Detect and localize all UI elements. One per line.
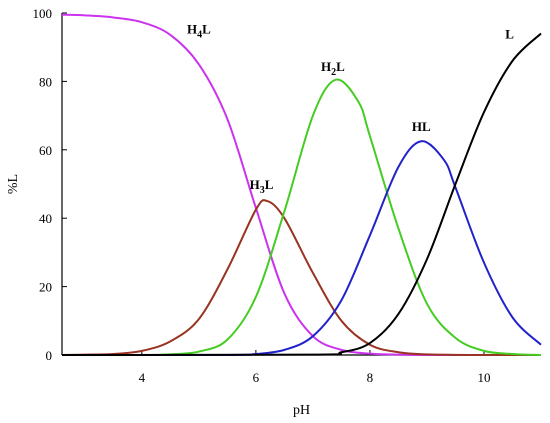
y-tick-label: 60: [39, 143, 52, 158]
x-tick-label: 4: [139, 370, 146, 385]
series-line-h2l: [62, 78, 542, 357]
x-axis-label: pH: [293, 403, 310, 418]
series-line-h4l: [61, 13, 541, 356]
x-tick-label: 8: [367, 370, 374, 385]
series-label-l: L: [505, 27, 514, 42]
series-labels: H4L H2L H3L HL L: [187, 22, 514, 197]
series-label-h2l: H2L: [321, 59, 345, 78]
x-tick-label: 6: [253, 370, 260, 385]
y-axis-label: %L: [6, 174, 21, 194]
series-line-l: [61, 32, 542, 356]
axes: [61, 13, 541, 356]
series-label-hl: HL: [412, 119, 431, 134]
y-tick-label: 40: [39, 211, 52, 226]
series-line-h3l: [61, 199, 541, 356]
series-label-h3l: H3L: [250, 177, 274, 196]
y-tick-label: 0: [46, 348, 53, 363]
series-label-h4l: H4L: [187, 22, 211, 41]
y-tick-label: 20: [39, 280, 52, 295]
curves: [61, 13, 542, 357]
y-tick-label: 100: [33, 6, 53, 21]
x-tick-label: 10: [477, 370, 490, 385]
y-tick-label: 80: [39, 74, 52, 89]
